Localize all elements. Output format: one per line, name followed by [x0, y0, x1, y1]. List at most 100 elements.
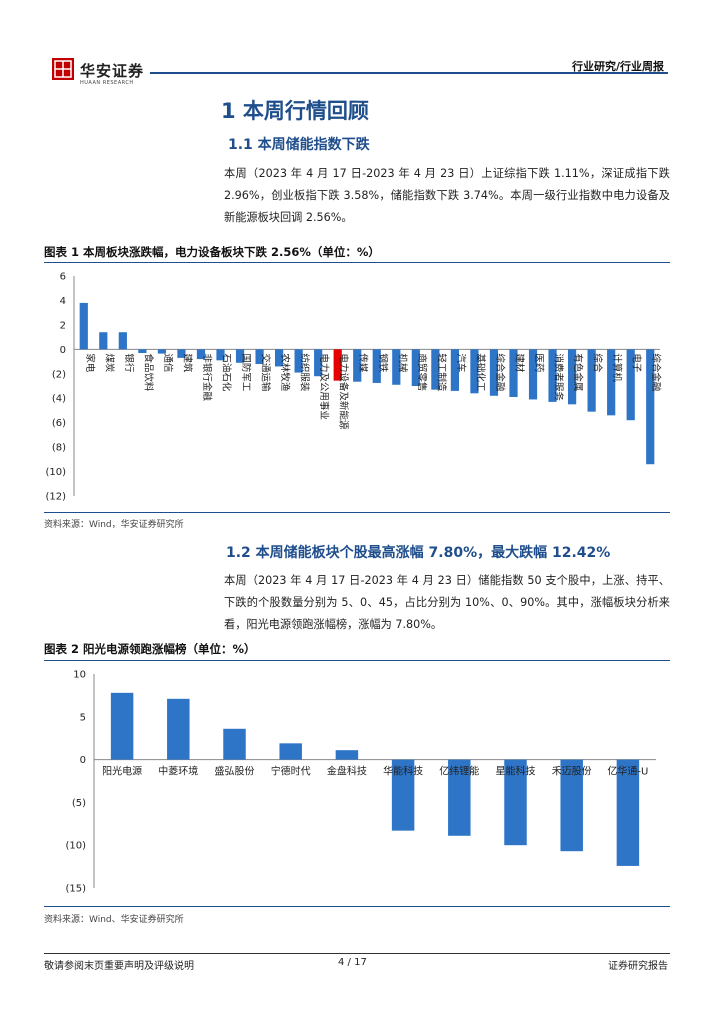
chart-1-bar	[294, 349, 303, 373]
chart-1-bar	[353, 349, 362, 382]
figure-1-title: 图表 1 本周板块涨跌幅，电力设备板块下跌 2.56%（单位：%）	[44, 245, 380, 259]
chart-2-y-tick: 10	[73, 670, 86, 681]
chart-1-y-tick: (10)	[45, 467, 66, 478]
chart-2-category-label: 亿华通-U	[607, 765, 648, 778]
chart-1-bar	[314, 349, 323, 377]
chart-1-bar	[177, 349, 186, 358]
chart-1-bar	[431, 349, 440, 390]
chart-1-bar	[509, 349, 518, 397]
logo-text: 华安证券	[80, 62, 145, 80]
chart-1-bar	[216, 349, 225, 361]
subsection-title-1: 1.1 本周储能指数下跌	[228, 137, 370, 153]
chart-1-y-tick: (4)	[52, 394, 66, 405]
chart-1-category-label: 轻工制造	[435, 353, 447, 392]
figure-2-top-rule	[44, 660, 670, 661]
chart-1-bar	[470, 349, 479, 394]
chart-2-category-label: 宁德时代	[271, 765, 311, 778]
chart-2-bar	[448, 759, 471, 836]
chart-2-bar	[110, 692, 134, 760]
chart-2-bar	[616, 759, 640, 866]
chart-1-category-label: 综合金融	[650, 353, 662, 392]
chart-1-category-label: 传媒	[357, 353, 369, 373]
chart-1-bar	[607, 349, 616, 416]
footer-disclaimer: 敬请参阅末页重要声明及评级说明	[44, 961, 194, 972]
company-logo-icon	[52, 58, 74, 80]
chart-1-bar	[646, 349, 655, 465]
chart-2-category-label: 盛弘股份	[215, 765, 255, 778]
chart-2-bar	[335, 750, 359, 760]
chart-2-bar	[391, 759, 415, 831]
chart-2-bar	[504, 759, 527, 846]
chart-1-category-label: 电子	[631, 353, 643, 373]
chart-1-y-tick: (8)	[52, 443, 66, 454]
chart-1-category-label: 医药	[533, 353, 544, 372]
chart-2-y-tick: 5	[80, 712, 86, 723]
chart-1-category-label: 商贸零售	[416, 353, 428, 391]
footer-divider	[44, 953, 670, 954]
chart-1-category-label: 银行	[123, 353, 135, 373]
chart-1-category-label: 非银行金融	[201, 353, 213, 401]
chart-1: 6 4 2 0 (2) (4) (6) (8) (10) (12) 家电 煤炭 银行 食品饮料 通信 建筑 非银…	[45, 272, 662, 503]
figure-1-top-rule	[44, 262, 670, 263]
paragraph-2: 本周（2023 年 4 月 17 日-2023 年 4 月 23 日）储能指数 …	[224, 574, 670, 631]
chart-1-category-label: 综合金融	[494, 353, 506, 392]
chart-2-bar	[167, 698, 190, 760]
chart-1-category-label: 汽车	[455, 353, 467, 372]
section-title: 1 本周行情回顾	[221, 99, 369, 123]
chart-1-category-label: 有色金属	[572, 353, 584, 391]
chart-1-bar	[274, 349, 284, 367]
chart-2-category-label: 阳光电源	[102, 765, 142, 778]
chart-2-y-tick: 0	[80, 755, 86, 766]
chart-1-category-label: 建筑	[181, 353, 193, 373]
chart-2-y-tick: (10)	[65, 841, 86, 852]
chart-2-category-label: 亿纬锂能	[439, 765, 479, 778]
chart-2-y-tick: (15)	[65, 884, 86, 895]
report-type: 行业研究/行业周报	[571, 60, 664, 73]
chart-2-category-label: 中菱环境	[158, 765, 198, 778]
figure-2-source: 资料来源：Wind、华安证券研究所	[44, 915, 184, 925]
chart-1-y-tick: (6)	[52, 418, 66, 429]
chart-1-category-label: 家电	[84, 353, 96, 373]
chart-1-bar	[235, 349, 245, 363]
chart-1-bar	[587, 349, 596, 412]
chart-2-category-label: 华能科技	[383, 765, 423, 778]
chart-2: 10 5 0 (5) (10) (15) 阳光电源 中菱环境 盛弘股份 宁德时代 金盘科技 华能科技 亿…	[65, 670, 656, 895]
chart-1-y-tick: (2)	[52, 369, 66, 380]
chart-1-category-label: 计算机	[611, 353, 623, 382]
chart-2-category-label: 金盘科技	[327, 765, 367, 778]
chart-1-category-label: 电力设备及新能源	[338, 353, 350, 430]
chart-1-category-label: 通信	[162, 353, 174, 372]
chart-1-category-label: 消费者服务	[553, 353, 565, 401]
chart-1-bar	[626, 349, 635, 421]
chart-1-category-label: 机械	[396, 353, 408, 373]
chart-2-bar	[279, 743, 302, 760]
chart-1-bar	[157, 349, 167, 354]
paragraph-1: 本周（2023 年 4 月 17 日-2023 年 4 月 23 日）上证综指下…	[224, 167, 670, 224]
subsection-title-2: 1.2 本周储能板块个股最高涨幅 7.80%，最大跌幅 12.42%	[226, 545, 611, 561]
chart-2-y-tick: (5)	[72, 798, 86, 809]
logo-subtext: HUAAN RESEARCH	[80, 80, 134, 86]
chart-1-category-label: 煤炭	[103, 353, 115, 373]
chart-1-bar	[450, 349, 460, 391]
chart-1-y-tick: 0	[60, 345, 66, 356]
header-divider	[150, 72, 668, 74]
chart-1-category-label: 综合	[592, 353, 604, 373]
chart-1-bar	[138, 349, 147, 353]
figure-2-title: 图表 2 阳光电源领跑涨幅榜（单位：%）	[44, 642, 256, 656]
chart-1-bar	[196, 349, 206, 360]
chart-1-bar	[255, 349, 264, 364]
chart-2-bar	[223, 728, 246, 760]
chart-1-bar	[489, 349, 499, 396]
chart-2-category-label: 星能科技	[496, 765, 536, 778]
chart-1-y-tick: 4	[60, 296, 66, 307]
chart-1-category-label: 食品饮料	[142, 353, 154, 392]
chart-1-bar	[118, 332, 127, 350]
chart-1-y-tick: 6	[60, 272, 66, 283]
footer-label: 证券研究报告	[608, 961, 668, 972]
chart-1-category-label: 交通运输	[260, 353, 272, 392]
chart-1-bar	[79, 302, 88, 350]
chart-1-bar	[372, 349, 381, 383]
chart-1-bar	[392, 349, 401, 385]
chart-1-category-label: 钢铁	[377, 353, 389, 373]
chart-1-bar	[528, 349, 538, 400]
